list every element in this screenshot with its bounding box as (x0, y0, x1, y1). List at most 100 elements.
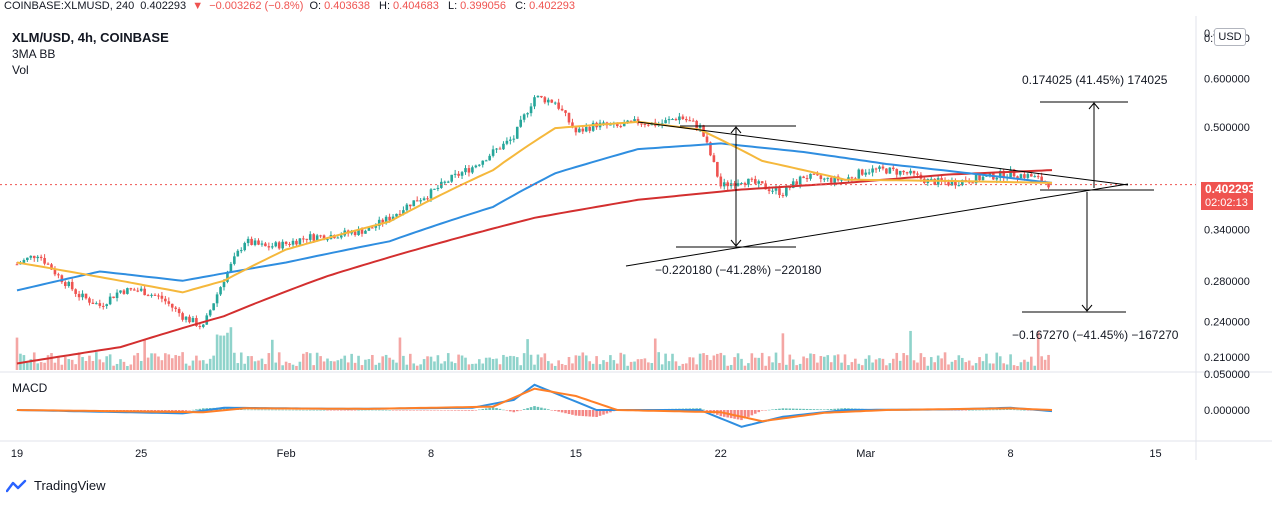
volume-bar (995, 352, 999, 370)
volume-bar (943, 352, 947, 370)
candle-body (264, 243, 267, 247)
volume-bar (664, 353, 667, 370)
down-arrow-icon: ▼ (192, 0, 204, 12)
candle-body (895, 169, 899, 175)
volume-bar (619, 352, 623, 370)
volume-bar (415, 365, 419, 370)
candle-body (847, 177, 850, 180)
candle-body (422, 198, 426, 201)
tradingview-brand[interactable]: TradingView (6, 478, 106, 493)
volume-bar (202, 360, 205, 370)
volume-bar (126, 365, 129, 370)
time-tick-label: 8 (1008, 448, 1014, 460)
macd-histogram-bar (823, 409, 826, 410)
candle-body (978, 174, 981, 181)
volume-bar (505, 356, 509, 370)
macd-histogram-bar (978, 409, 981, 411)
candle-body (743, 183, 747, 185)
tradingview-logo-icon (6, 479, 27, 492)
lower-target-annotation[interactable]: −0.167270 (−41.45%) −167270 (1012, 328, 1179, 342)
volume-bar (888, 363, 892, 370)
candle-body (188, 316, 191, 323)
macd-histogram-bar (340, 410, 343, 411)
brand-name: TradingView (34, 478, 106, 493)
volume-bar (547, 361, 550, 370)
volume-bar (864, 358, 867, 370)
indicator-label-ma-bb[interactable]: 3MA BB (12, 47, 56, 61)
candle-body (395, 213, 398, 217)
volume-bar (181, 352, 184, 370)
macd-histogram-bar (333, 410, 336, 411)
candle-body (833, 176, 836, 183)
macd-histogram-bar (540, 407, 543, 410)
candle-body (643, 123, 647, 125)
volume-bar (591, 363, 595, 370)
volume-bar (357, 355, 360, 370)
symbol-label: COINBASE:XLMUSD, 240 (4, 0, 135, 12)
candle-body (81, 293, 84, 298)
candle-body (478, 164, 481, 166)
candle-body (126, 288, 129, 294)
candle-body (112, 296, 115, 299)
macd-histogram-bar (819, 409, 823, 410)
macd-histogram-bar (453, 410, 457, 411)
volume-bar (981, 361, 985, 370)
volume-bar (729, 364, 733, 370)
candle-body (629, 120, 633, 122)
volume-bar (502, 354, 505, 370)
volume-bar (564, 365, 567, 370)
triangle-height-annotation[interactable]: −0.220180 (−41.28%) −220180 (655, 263, 822, 277)
macd-histogram-bar (388, 410, 391, 411)
candle-body (436, 187, 440, 189)
volume-bar (443, 361, 447, 370)
volume-bar (1036, 331, 1040, 370)
volume-bar (64, 356, 67, 370)
volume-bar (560, 363, 564, 370)
macd-histogram-bar (598, 410, 602, 416)
candle-body (74, 289, 77, 294)
candle-body (829, 177, 833, 183)
upper-target-annotation[interactable]: 0.174025 (41.45%) 174025 (1022, 73, 1168, 87)
macd-histogram-bar (774, 409, 778, 410)
candle-body (909, 170, 912, 174)
macd-histogram-bar (1026, 410, 1030, 411)
volume-bar (681, 363, 685, 370)
volume-bar (464, 357, 467, 370)
volume-bar (295, 365, 298, 370)
macd-histogram-bar (422, 410, 426, 411)
candle-body (798, 176, 802, 185)
candle-body (905, 172, 909, 174)
candle-body (457, 173, 460, 176)
volume-bar (226, 332, 229, 370)
volume-bar (736, 353, 740, 370)
volume-bar (647, 362, 650, 370)
candle-body (547, 99, 550, 103)
candle-body (750, 178, 754, 180)
volume-bar (184, 363, 188, 370)
currency-button[interactable]: USD (1214, 28, 1246, 46)
candle-body (384, 216, 388, 224)
macd-histogram-bar (146, 410, 150, 412)
macd-pane-label[interactable]: MACD (12, 381, 48, 395)
candle-body (502, 143, 505, 150)
macd-histogram-bar (398, 410, 402, 411)
candle-body (222, 281, 226, 288)
volume-bar (533, 364, 536, 370)
indicator-label-volume[interactable]: Vol (12, 63, 29, 77)
candle-body (1016, 176, 1019, 179)
candle-body (146, 295, 150, 297)
candle-body (139, 288, 143, 291)
volume-bar (81, 357, 84, 370)
macd-histogram-bar (833, 408, 836, 410)
macd-histogram-bar (705, 410, 709, 411)
volume-bar (833, 355, 836, 370)
volume-bar (1023, 359, 1026, 370)
macd-histogram-bar (798, 408, 802, 410)
volume-bar (312, 365, 315, 370)
candle-body (253, 240, 257, 245)
volume-bar (674, 361, 678, 370)
volume-bar (29, 359, 33, 370)
candle-body (616, 123, 619, 127)
candle-body (709, 142, 712, 156)
